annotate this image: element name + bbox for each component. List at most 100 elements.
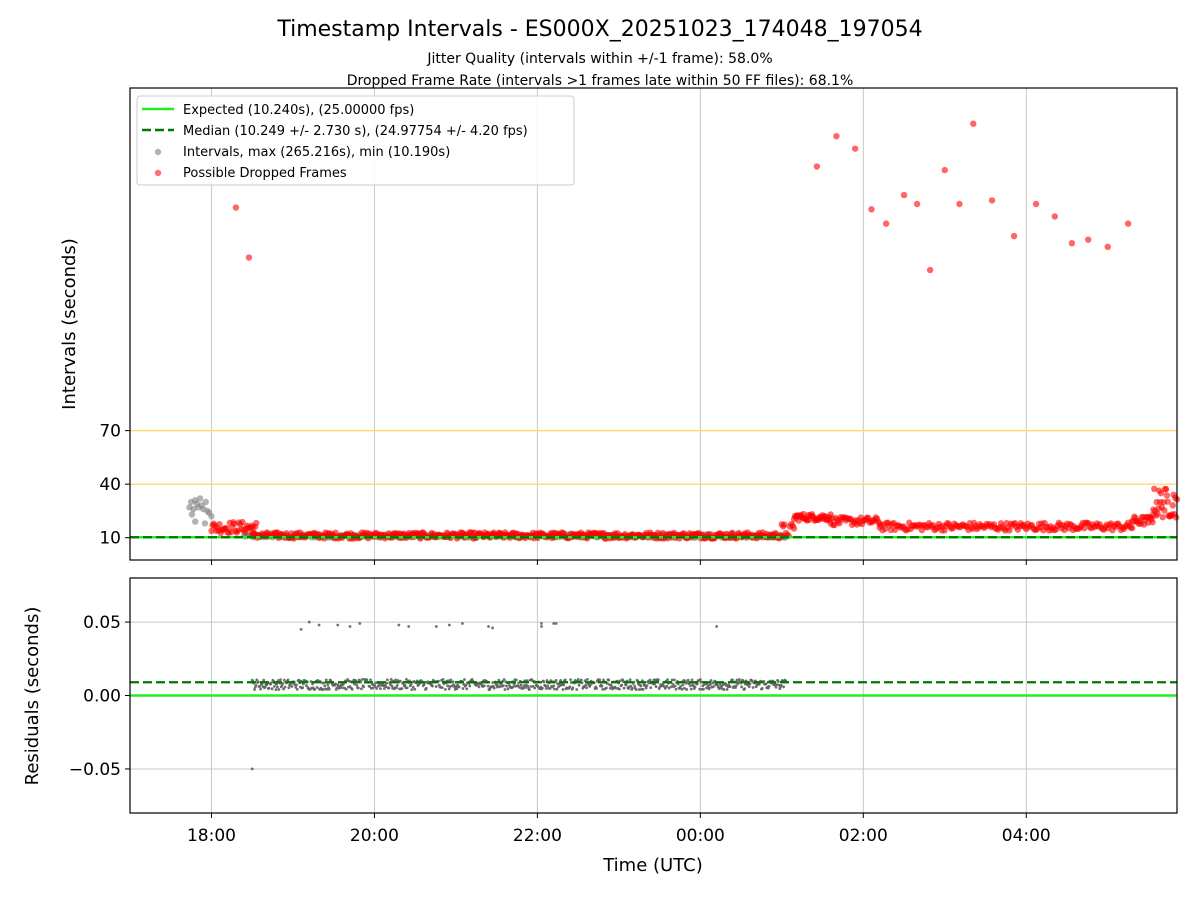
residuals-residuals-point [633,684,637,688]
intervals-possible-dropped-frames-point [851,145,859,152]
residuals-residuals-point [622,686,626,690]
residuals-residuals-point [270,687,274,691]
intervals-possible-dropped-frames-point [813,163,821,170]
residuals-residuals-point [262,678,266,682]
residuals-residuals-point [336,623,340,627]
residuals-residuals-point [286,678,290,682]
residuals-residuals-point [461,687,465,690]
residuals-residuals-point [647,681,651,685]
residuals-residuals-point [397,623,401,627]
intervals-possible-dropped-frames-point [239,518,246,526]
intervals-possible-dropped-frames-point [1162,486,1170,493]
residuals-residuals-point [569,678,572,682]
intervals-possible-dropped-frames-point [1151,485,1158,493]
residuals-residuals-point [645,684,649,687]
residuals-residuals-point [649,686,653,689]
intervals-possible-dropped-frames-point [941,166,948,174]
residuals-residuals-point [743,687,747,691]
residuals-residuals-point [373,685,377,689]
intervals-ytick-label: 70 [99,422,121,442]
residuals-residuals-point [681,683,685,687]
residuals-residuals-point [747,685,751,689]
residuals-residuals-point [409,683,413,687]
residuals-residuals-point [322,681,326,685]
residuals-residuals-point [598,678,602,682]
legend-dropped-marker [154,169,162,177]
residuals-residuals-point [463,678,466,681]
residuals-residuals-point [628,678,632,682]
residuals-residuals-point [674,687,678,691]
residuals-residuals-point [571,686,575,690]
residuals-residuals-point [757,682,761,686]
residuals-residuals-point [350,687,354,691]
residuals-residuals-point [702,687,705,691]
residuals-residuals-point [299,628,303,631]
residuals-residuals-point [487,625,490,628]
residuals-residuals-point [671,682,675,686]
residuals-residuals-point [405,686,409,690]
residuals-residuals-point [384,685,388,689]
residuals-residuals-point [669,685,673,689]
residuals-residuals-point [434,685,438,688]
residuals-residuals-point [355,683,359,687]
residuals-residuals-point [698,687,702,691]
chart-title: Timestamp Intervals - ES000X_20251023_17… [276,17,922,42]
residuals-residuals-point [378,683,382,687]
residuals-residuals-point [690,678,694,682]
intervals-possible-dropped-frames-point [900,191,908,199]
intervals-ytick-label: 40 [99,475,121,495]
intervals-possible-dropped-frames-point [1164,498,1171,505]
intervals-intervals-point [191,518,199,525]
residuals-residuals-point [689,684,692,688]
residuals-residuals-point [554,622,558,625]
residuals-residuals-point [654,685,658,688]
residuals-residuals-point [624,683,628,687]
residuals-residuals-point [561,688,565,691]
residuals-residuals-point [629,684,633,688]
residuals-residuals-point [767,684,771,688]
intervals-possible-dropped-frames-point [216,521,223,528]
residuals-residuals-point [305,684,308,687]
residuals-residuals-point [708,686,711,690]
intervals-possible-dropped-frames-point [232,204,240,211]
residuals-residuals-point [497,678,501,682]
residuals-residuals-point [365,678,369,682]
residuals-residuals-point [618,687,621,691]
residuals-residuals-point [641,687,645,691]
residuals-residuals-point [405,677,408,681]
intervals-possible-dropped-frames-point [1032,200,1040,208]
residuals-residuals-point [709,679,713,682]
residuals-residuals-point [610,685,614,689]
intervals-possible-dropped-frames-point [1172,514,1180,521]
residuals-residuals-point [722,688,726,691]
residuals-residuals-point [760,687,764,690]
residuals-residuals-point [395,683,399,687]
residuals-residuals-point [502,678,506,681]
x-axis-ticks: 18:00 20:00 22:00 00:00 02:00 04:00 [187,826,1051,846]
residuals-residuals-point [390,684,394,688]
intervals-intervals-point [201,520,209,527]
residuals-residuals-point [506,687,510,691]
intervals-possible-dropped-frames-point [1104,243,1111,251]
intervals-possible-dropped-frames-point [1154,510,1161,517]
residuals-residuals-point [524,686,527,689]
residuals-residuals-point [452,683,456,687]
residuals-residuals-point [725,688,729,691]
residuals-residuals-point [431,684,434,688]
residuals-residuals-point [774,685,778,689]
intervals-possible-dropped-frames-point [956,200,963,208]
residuals-residuals-point [290,685,294,688]
residuals-residuals-point [667,686,671,690]
residuals-residuals-point [371,686,375,690]
residuals-residuals-point [544,684,547,688]
legend-dropped-label: Possible Dropped Frames [183,166,347,181]
residuals-residuals-point [368,685,372,688]
residuals-residuals-point [568,685,572,689]
residuals-residuals-point [457,685,461,689]
residuals-residuals-point [362,685,366,689]
residuals-residuals-point [344,687,348,691]
residuals-residuals-point [447,623,451,627]
intervals-marks [130,120,1181,542]
intervals-possible-dropped-frames-point [1163,492,1171,499]
intervals-possible-dropped-frames-point [1149,519,1156,526]
